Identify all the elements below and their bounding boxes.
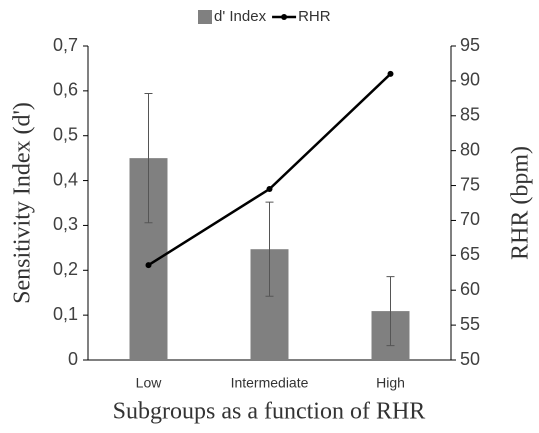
y-tick-label: 0,1 bbox=[53, 304, 78, 324]
y-tick-label: 0,4 bbox=[53, 169, 78, 189]
line-point bbox=[387, 70, 394, 77]
y-tick-label: 0,2 bbox=[53, 259, 78, 279]
y2-tick-label: 65 bbox=[460, 244, 480, 264]
y2-tick-label: 55 bbox=[460, 314, 480, 334]
y-tick-label: 0,6 bbox=[53, 80, 78, 100]
x-tick-label: Intermediate bbox=[231, 375, 309, 391]
y2-axis-title: RHR (bpm) bbox=[508, 146, 534, 260]
error-bar bbox=[386, 276, 395, 347]
y2-tick-label: 85 bbox=[460, 105, 480, 125]
x-tick-label: High bbox=[376, 375, 405, 391]
y-tick-label: 0,3 bbox=[53, 214, 78, 234]
x-tick-label: Low bbox=[136, 375, 163, 391]
y-tick-label: 0,5 bbox=[53, 124, 78, 144]
error-bar bbox=[144, 93, 153, 224]
line-point bbox=[266, 186, 273, 193]
y2-tick-label: 75 bbox=[460, 174, 480, 194]
y-axis-title: Sensitivity Index (d') bbox=[10, 102, 36, 304]
y-tick-label: 0,7 bbox=[53, 35, 78, 55]
y2-tick-label: 95 bbox=[460, 35, 480, 55]
y2-tick-label: 80 bbox=[460, 139, 480, 159]
y2-tick-label: 60 bbox=[460, 279, 480, 299]
line-point bbox=[145, 262, 152, 269]
legend-label: d' Index bbox=[214, 8, 267, 25]
y2-tick-label: 90 bbox=[460, 70, 480, 90]
y2-tick-label: 50 bbox=[460, 349, 480, 369]
y2-tick-label: 70 bbox=[460, 209, 480, 229]
legend-dot bbox=[281, 14, 288, 20]
legend-swatch bbox=[198, 10, 212, 24]
x-axis-title: Subgroups as a function of RHR bbox=[113, 399, 426, 425]
y-tick-label: 0 bbox=[68, 349, 78, 369]
legend-label: RHR bbox=[298, 8, 331, 25]
error-bar bbox=[265, 201, 274, 297]
